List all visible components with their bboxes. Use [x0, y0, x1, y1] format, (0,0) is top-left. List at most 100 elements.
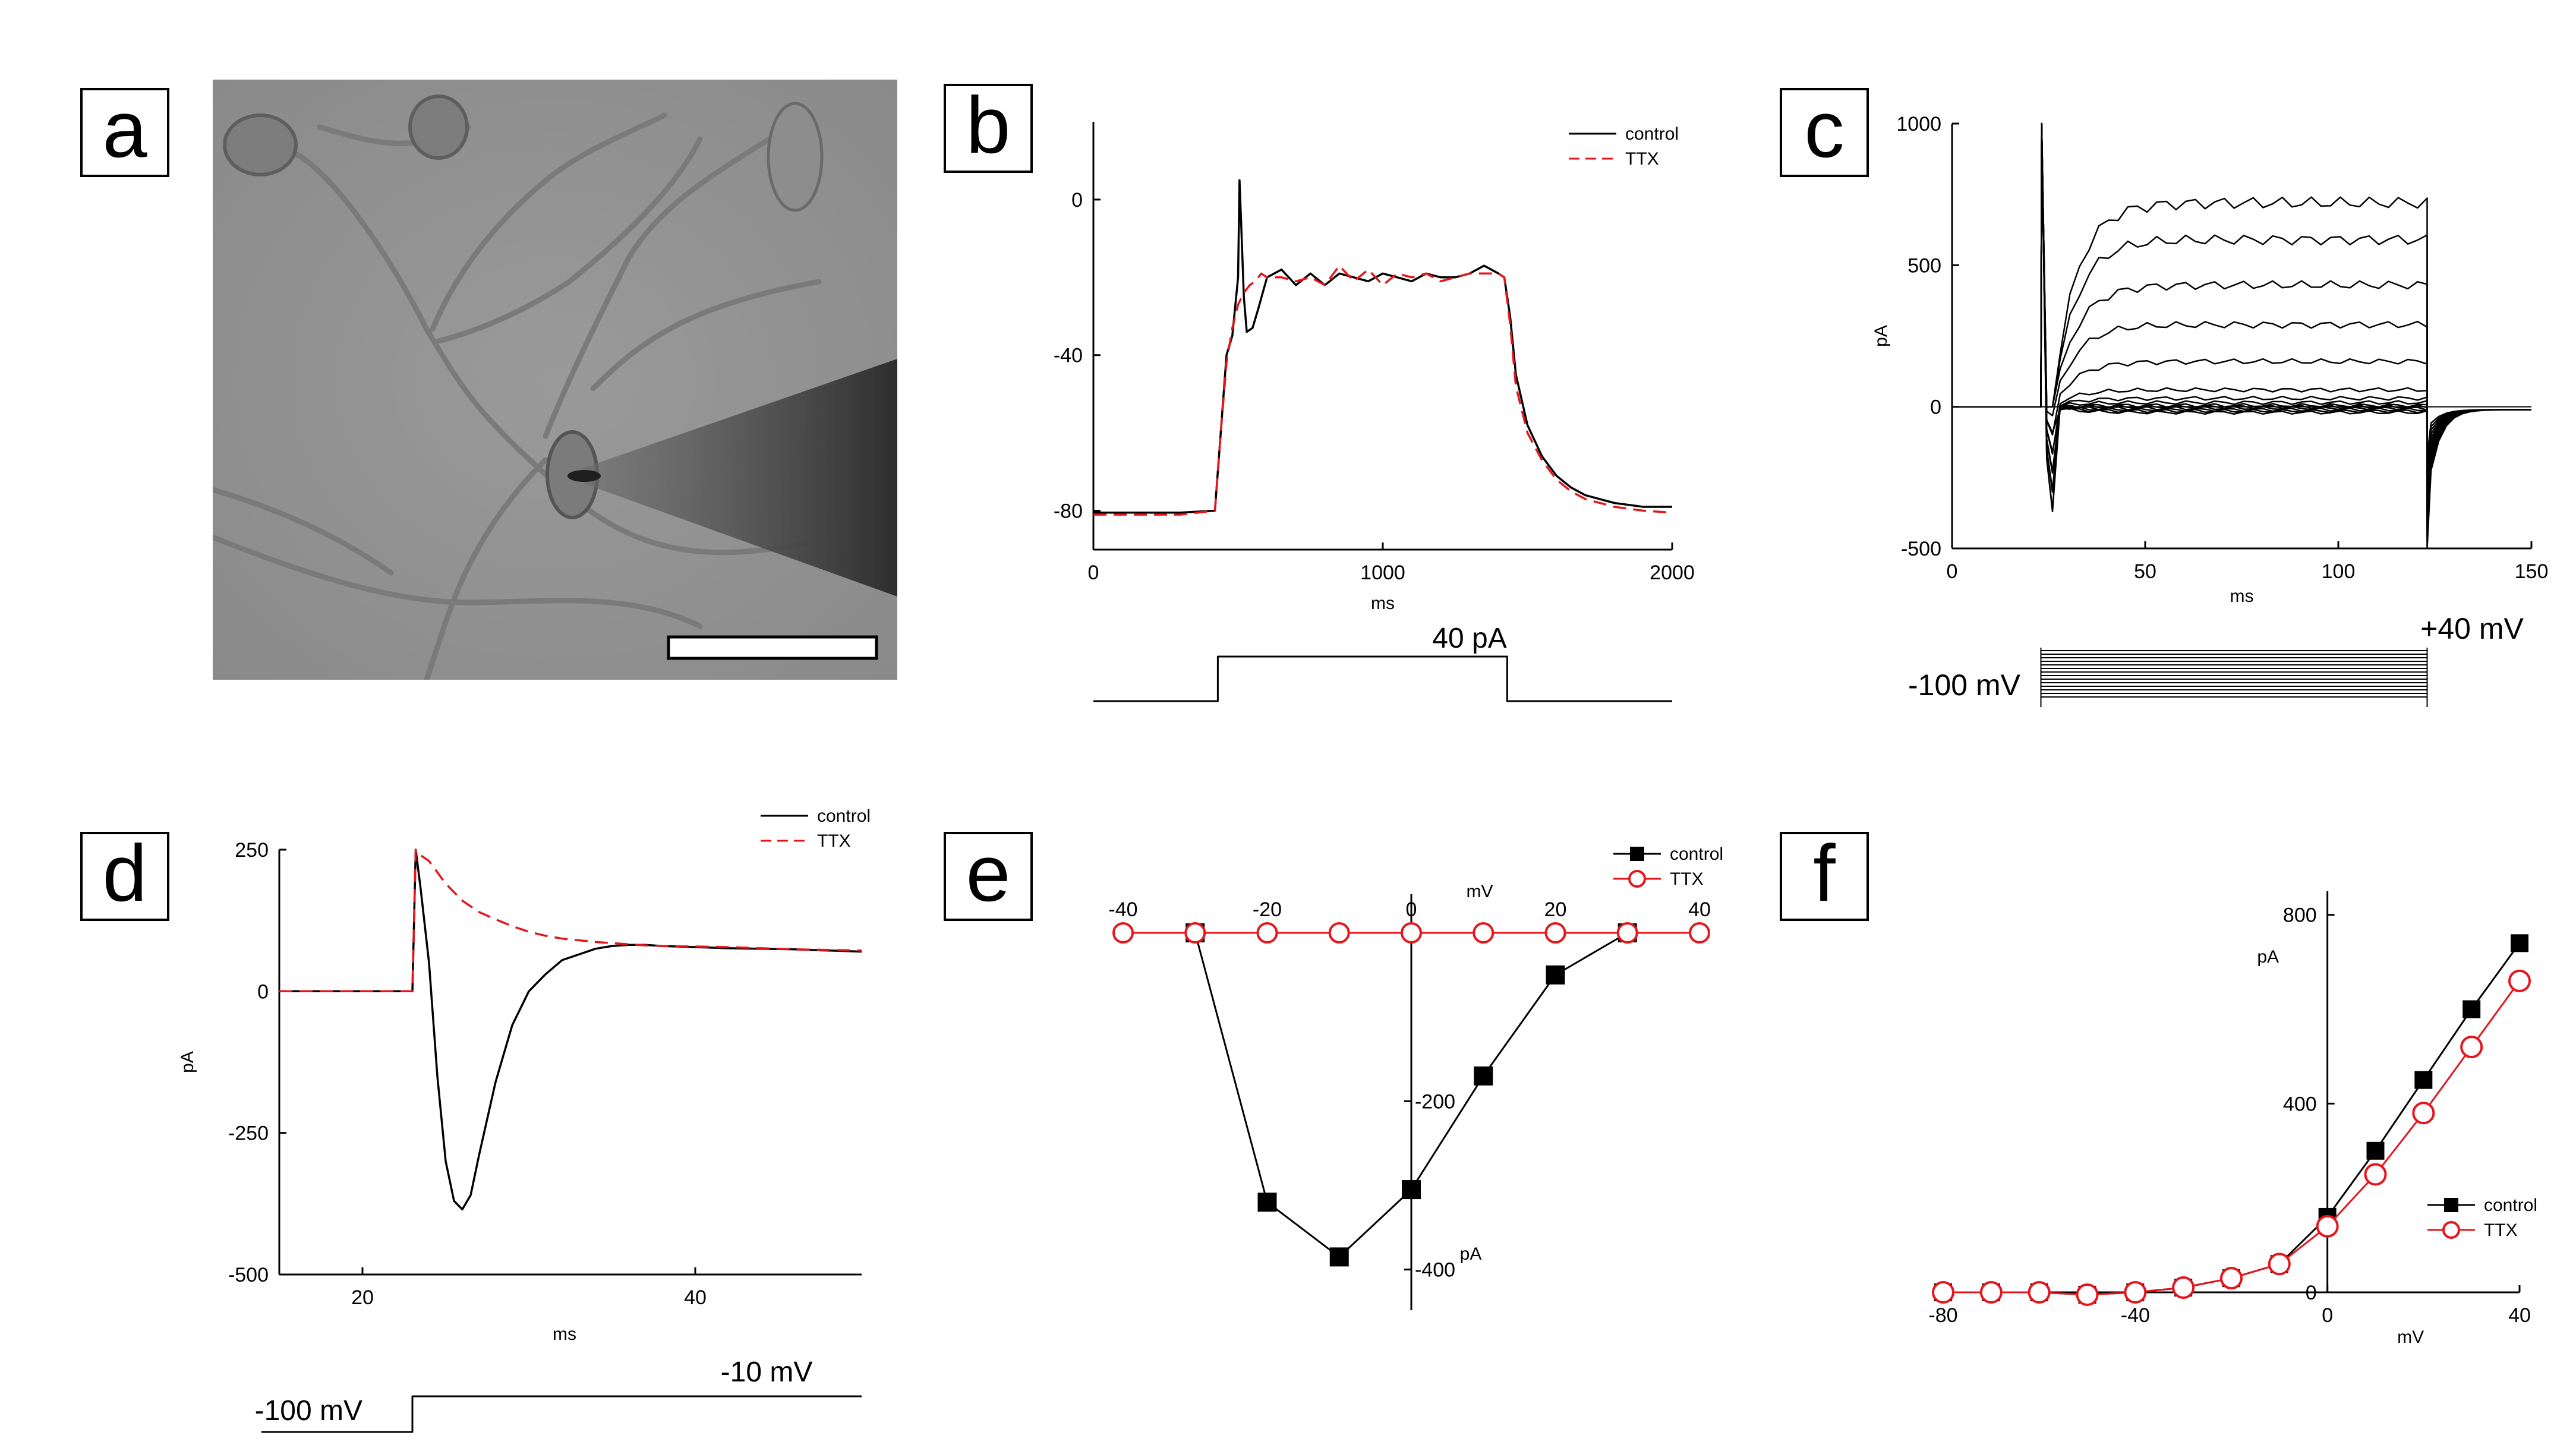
x-axis-label: ms [1371, 594, 1395, 613]
point-ttx [2268, 1253, 2291, 1276]
point-ttx [2220, 1267, 2243, 1290]
y-tick-label: 0 [257, 980, 269, 1003]
point-ttx [2364, 1163, 2387, 1186]
y-tick-label: 0 [1071, 189, 1083, 212]
y-tick-label: -500 [228, 1264, 269, 1286]
x-axis-label: mV [1467, 882, 1493, 901]
microscope-image [213, 80, 897, 680]
point-ttx [2460, 1036, 2483, 1059]
chart-c: 1000 500 0 -500 0 50 100 150 ms pA -100 mV +40 mV [1872, 116, 2549, 707]
y-axis-label: pA [2257, 947, 2279, 967]
point-ttx [2124, 1281, 2147, 1304]
current-trace [1952, 122, 2531, 550]
y-tick-label: -40 [1054, 345, 1083, 367]
point-control [1329, 1247, 1349, 1267]
legend-label-ttx: TTX [2484, 1220, 2518, 1240]
x-tick-label: 50 [2134, 560, 2156, 583]
point-control [2463, 1000, 2481, 1018]
y-tick-label: -80 [1054, 500, 1083, 523]
x-tick-label: 40 [2508, 1304, 2531, 1327]
series-control [279, 848, 862, 1211]
point-ttx [1689, 922, 1710, 944]
point-ttx [2412, 1102, 2435, 1125]
legend-marker-square [1630, 847, 1644, 861]
panel-label-a: a [80, 88, 169, 177]
point-ttx [1112, 922, 1134, 944]
x-tick-label: -80 [1928, 1304, 1957, 1327]
point-ttx [1979, 1281, 2003, 1304]
current-trace [1952, 122, 2532, 514]
x-tick-label: 20 [351, 1286, 374, 1309]
point-ttx [1473, 922, 1494, 944]
point-ttx [1616, 922, 1638, 944]
y-tick-label: -200 [1415, 1090, 1455, 1113]
x-axis-label: mV [2397, 1327, 2424, 1347]
panel-label-f: f [1780, 832, 1869, 921]
panel-label-c: c [1780, 88, 1869, 177]
y-axis-label: pA [178, 1051, 197, 1073]
point-control [1257, 1193, 1277, 1212]
x-axis-label: ms [553, 1324, 576, 1344]
current-trace [1952, 122, 2532, 507]
x-tick-label: 2000 [1650, 561, 1695, 584]
series-ttx [1943, 980, 2521, 1296]
x-tick-label: 150 [2515, 560, 2549, 583]
y-tick-label: 0 [1930, 396, 1941, 419]
y-tick-label: -500 [1901, 538, 1941, 560]
x-tick-label: 40 [684, 1286, 707, 1309]
legend-label-ttx: TTX [1670, 869, 1704, 889]
point-control [1402, 1180, 1421, 1200]
series-ttx [1093, 264, 1673, 516]
x-tick-label: -20 [1253, 898, 1282, 921]
point-control [2414, 1071, 2433, 1089]
x-tick-label: 0 [2322, 1304, 2333, 1327]
point-control [2511, 934, 2528, 952]
voltage-protocol [261, 1395, 862, 1433]
panel-label-e: e [944, 832, 1033, 921]
x-tick-label: 20 [1544, 898, 1567, 921]
x-tick-label: -40 [2121, 1304, 2150, 1327]
current-trace [1952, 122, 2532, 535]
x-tick-label: 0 [1088, 561, 1099, 584]
scale-bar [667, 635, 878, 660]
current-trace [1952, 122, 2532, 500]
step-label: -10 mV [721, 1356, 813, 1388]
y-tick-label: -400 [1415, 1259, 1455, 1282]
y-tick-label: -250 [228, 1122, 269, 1145]
point-ttx [2172, 1276, 2195, 1299]
point-ttx [1401, 922, 1422, 944]
x-tick-label: 1000 [1360, 561, 1405, 584]
x-tick-label: 0 [1947, 560, 1958, 583]
chart-d: 250 0 -250 -500 20 40 ms pA control TTX -100 mV -… [178, 806, 871, 1433]
point-control [1474, 1066, 1493, 1086]
legend-label-control: control [1625, 124, 1679, 144]
panel-label-d: d [80, 832, 169, 921]
point-ttx [2316, 1214, 2339, 1238]
y-tick-label: 800 [2283, 904, 2317, 927]
legend-label-ttx: TTX [1625, 149, 1659, 169]
y-tick-label: 500 [1907, 254, 1941, 277]
legend-marker-circle [2442, 1221, 2460, 1239]
point-control [2366, 1141, 2385, 1160]
x-axis-label: ms [2230, 586, 2254, 606]
legend-label-control: control [817, 806, 871, 826]
current-trace [1952, 122, 2531, 458]
legend-marker-square [2444, 1198, 2458, 1212]
current-trace [1952, 122, 2532, 493]
legend-label-ttx: TTX [817, 831, 851, 851]
current-trace [1952, 122, 2532, 542]
top-step-label: +40 mV [2420, 612, 2524, 645]
series-control [1093, 179, 1672, 514]
point-ttx [1184, 922, 1206, 944]
point-ttx [1932, 1281, 1954, 1304]
y-tick-label: 1000 [1896, 116, 1941, 135]
point-ttx [2508, 969, 2531, 992]
point-ttx [2076, 1283, 2099, 1306]
legend-label-control: control [1670, 844, 1723, 864]
point-control [1546, 965, 1565, 985]
current-protocol [1093, 655, 1672, 702]
protocol-label: 40 pA [1432, 623, 1506, 654]
y-axis-label: pA [1460, 1244, 1482, 1264]
